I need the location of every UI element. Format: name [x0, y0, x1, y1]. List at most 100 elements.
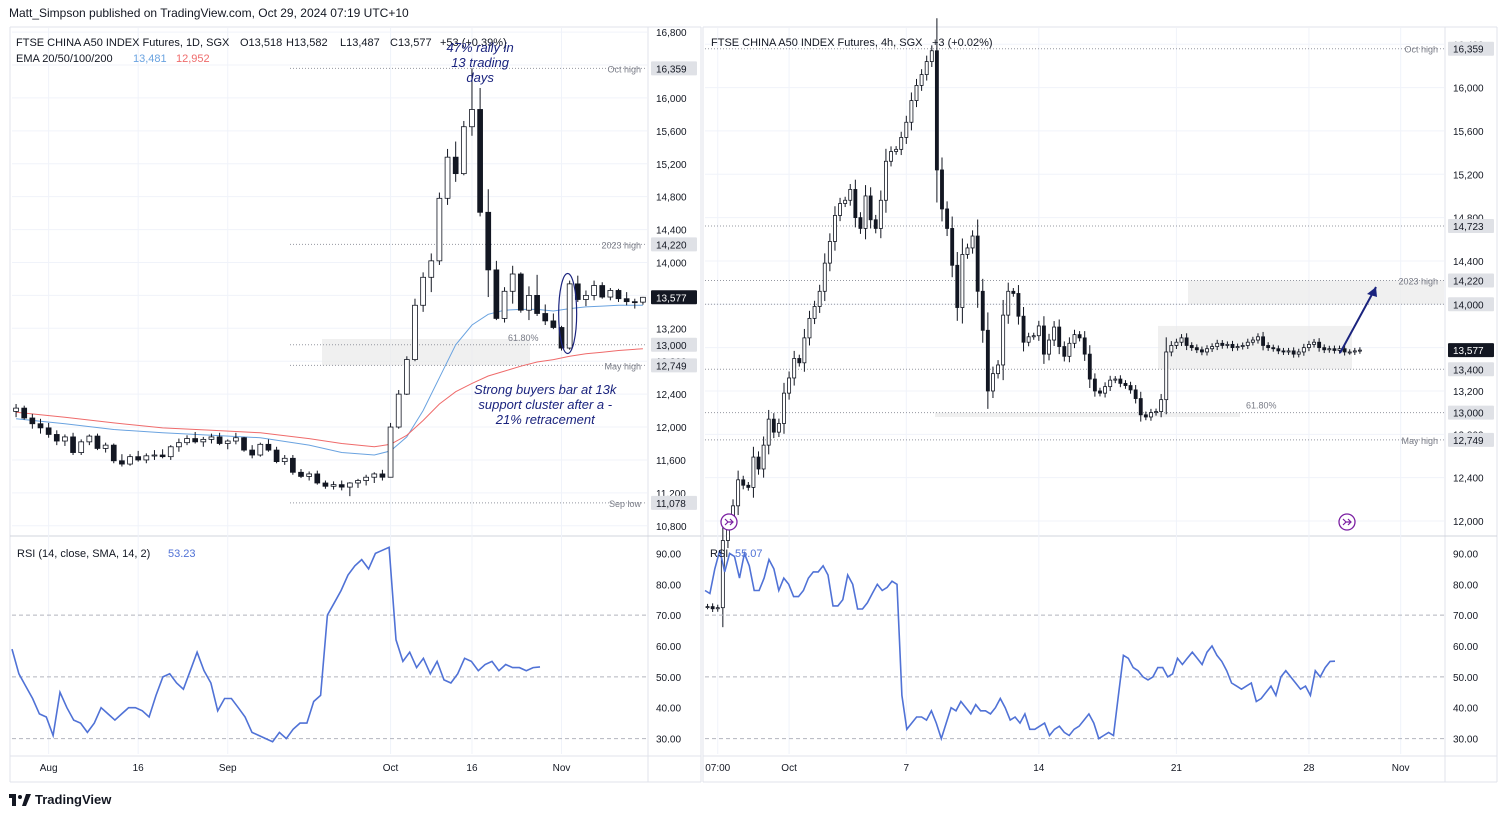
- candle-body: [53, 434, 60, 442]
- time-axis-tick: 28: [1303, 763, 1315, 774]
- brand-label: TradingView: [35, 792, 112, 807]
- candle-body: [249, 449, 256, 456]
- candle-body: [591, 285, 597, 296]
- candle-body: [909, 100, 914, 123]
- rsi-axis-tick: 40.00: [656, 704, 681, 715]
- candle-body: [1332, 348, 1337, 351]
- candle-body: [1189, 345, 1194, 349]
- candle-body: [1179, 337, 1184, 343]
- candle-body: [1011, 290, 1016, 294]
- candle-body: [184, 438, 190, 444]
- candle-body: [863, 195, 868, 229]
- candle-body: [526, 294, 532, 311]
- candle-body: [715, 607, 720, 610]
- candle-body: [817, 290, 822, 307]
- candle-body: [558, 327, 565, 349]
- candle-body: [955, 264, 960, 308]
- candle-body: [338, 484, 345, 488]
- candle-body: [583, 294, 589, 300]
- candle-body: [833, 215, 837, 242]
- candle-body: [868, 195, 873, 221]
- candle-body: [848, 189, 853, 201]
- candle-body: [940, 169, 944, 210]
- candle-body: [950, 228, 955, 266]
- rsi-axis-tick: 30.00: [656, 735, 681, 746]
- price-label-box: [1448, 362, 1494, 377]
- rsi-label: RSI: [710, 548, 728, 560]
- price-label-value: 16,359: [656, 64, 687, 75]
- candle-body: [322, 482, 329, 487]
- chart-title: FTSE CHINA A50 INDEX Futures, 1D, SGX: [16, 37, 230, 49]
- candle-body: [1067, 342, 1072, 357]
- candle-body: [517, 273, 524, 311]
- candle-body: [550, 320, 557, 328]
- candle-body: [975, 235, 980, 292]
- candle-body: [1031, 335, 1036, 338]
- candle-body: [843, 199, 848, 204]
- daily-chart-panel[interactable]: 10,80011,20011,60012,00012,40012,80013,2…: [11, 28, 697, 774]
- candle-body: [395, 393, 402, 428]
- candle-body: [970, 235, 975, 249]
- rsi-line: [704, 550, 1336, 742]
- price-label-box: [651, 290, 697, 305]
- candle-body: [858, 217, 863, 229]
- double-chevron-right-icon: [1342, 518, 1352, 526]
- tradingview-brand[interactable]: TradingView: [9, 792, 111, 807]
- chart-annotation-text: 47% rally in: [447, 40, 514, 55]
- candle-body: [787, 377, 792, 394]
- price-label-value: 13,000: [656, 341, 687, 352]
- level-label: 2023 high: [601, 240, 641, 250]
- candle-body: [469, 109, 475, 128]
- candle-body: [1301, 347, 1306, 353]
- candle-body: [298, 471, 304, 477]
- candle-body: [792, 358, 797, 379]
- chart-annotation-text: 13 trading: [451, 55, 510, 70]
- time-axis-tick: 07:00: [705, 763, 730, 774]
- candle-body: [1307, 343, 1311, 349]
- ohlc-change: +53 (+0.39%): [440, 37, 507, 49]
- candle-body: [1312, 341, 1316, 345]
- candle-body: [412, 304, 418, 360]
- candle-body: [934, 50, 939, 171]
- candle-body: [21, 407, 28, 419]
- price-axis-tick: 11,600: [656, 456, 686, 467]
- chart-annotation-text: support cluster after a -: [478, 397, 612, 412]
- price-axis-tick: 16,000: [1453, 84, 1484, 95]
- candle-body: [45, 427, 52, 435]
- price-axis-tick: 11,200: [656, 489, 686, 500]
- candle-body: [1057, 326, 1062, 347]
- candle-body: [736, 479, 741, 507]
- candle-body: [1103, 386, 1108, 394]
- candle-body: [756, 456, 761, 470]
- candle-body: [771, 418, 776, 433]
- candle-body: [1220, 342, 1225, 346]
- price-label-value: 13,000: [1453, 409, 1484, 420]
- price-axis-tick: 12,000: [1453, 517, 1484, 528]
- time-axis-tick: 14: [1033, 763, 1045, 774]
- candle-body: [1026, 336, 1031, 343]
- rsi-axis-tick: 60.00: [656, 642, 681, 653]
- candle-body: [607, 290, 614, 298]
- four-hour-chart-panel[interactable]: 12,00012,40012,80013,20013,60014,00014,4…: [704, 18, 1494, 774]
- price-label-value: 13,577: [656, 293, 687, 304]
- candle-body: [70, 436, 76, 453]
- candle-body: [878, 199, 883, 229]
- rsi-axis-tick: 80.00: [656, 580, 681, 591]
- price-axis-tick: 10,800: [656, 522, 687, 533]
- candle-body: [1210, 346, 1215, 350]
- price-axis-tick: 15,200: [656, 160, 687, 171]
- candle-body: [914, 85, 919, 101]
- price-axis-tick: 14,800: [656, 193, 687, 204]
- candle-body: [192, 438, 199, 443]
- price-axis-tick: 14,000: [656, 258, 687, 269]
- candle-body: [873, 219, 878, 229]
- price-axis-tick: 14,400: [1453, 257, 1484, 268]
- ema50-line: [16, 348, 643, 448]
- candle-body: [151, 454, 158, 457]
- candle-body: [460, 126, 467, 175]
- support-resistance-zone: [322, 339, 530, 366]
- candle-body: [347, 482, 353, 488]
- time-axis-tick: Sep: [219, 763, 237, 774]
- candle-body: [233, 437, 239, 442]
